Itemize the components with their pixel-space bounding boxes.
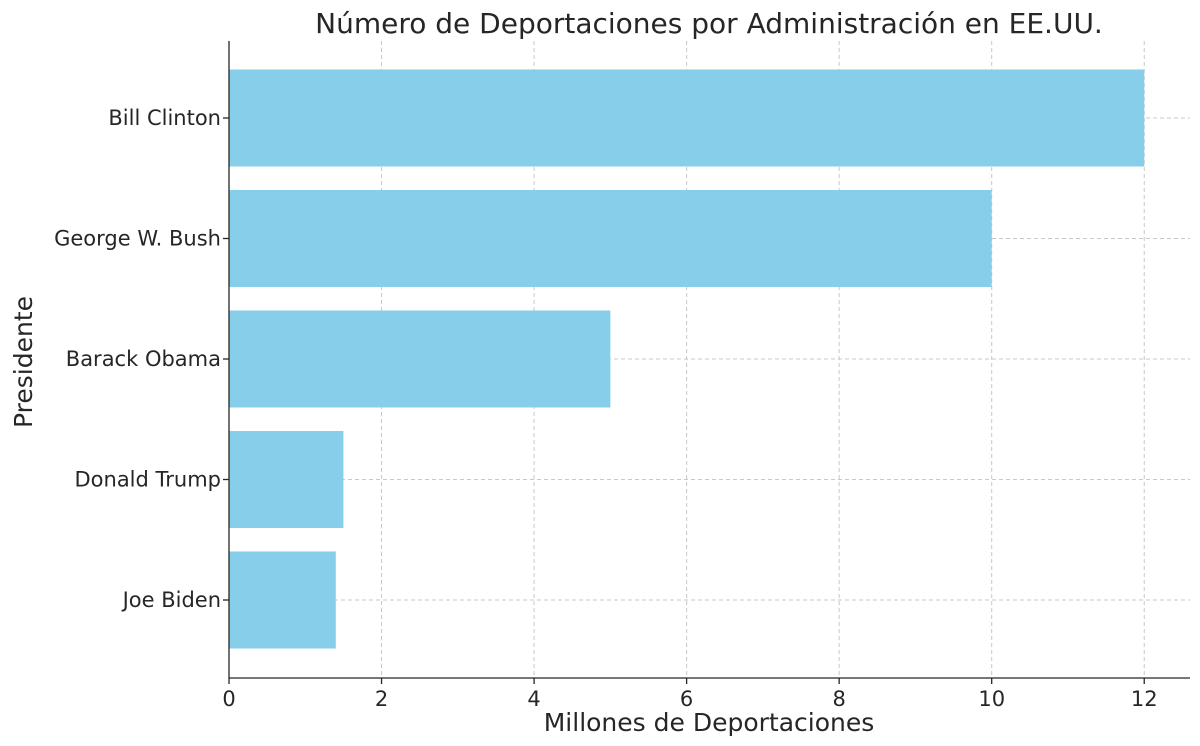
chart-title: Número de Deportaciones por Administraci…: [315, 7, 1103, 40]
ticks: 0 2 4 6 8 10 12 Bill Clinton George W. Bush Barac…: [54, 106, 1158, 711]
x-tick-label: 0: [222, 687, 235, 711]
x-tick-label: 6: [680, 687, 693, 711]
x-tick-label: 8: [832, 687, 845, 711]
x-tick-label: 2: [375, 687, 388, 711]
y-axis-label: Presidente: [9, 296, 38, 428]
y-tick-label: Barack Obama: [66, 347, 221, 371]
y-tick-label: Bill Clinton: [108, 106, 221, 130]
bar: [229, 431, 344, 528]
x-tick-label: 4: [527, 687, 540, 711]
bar: [229, 551, 336, 649]
y-tick-label: Donald Trump: [74, 468, 221, 492]
x-axis-label: Millones de Deportaciones: [544, 708, 875, 737]
bar: [229, 190, 992, 287]
bar: [229, 310, 611, 408]
y-tick-label: Joe Biden: [121, 588, 221, 612]
bar: [229, 69, 1145, 167]
x-tick-label: 12: [1131, 687, 1158, 711]
bars: [229, 69, 1145, 649]
y-tick-label: George W. Bush: [54, 227, 221, 251]
x-tick-label: 10: [978, 687, 1005, 711]
